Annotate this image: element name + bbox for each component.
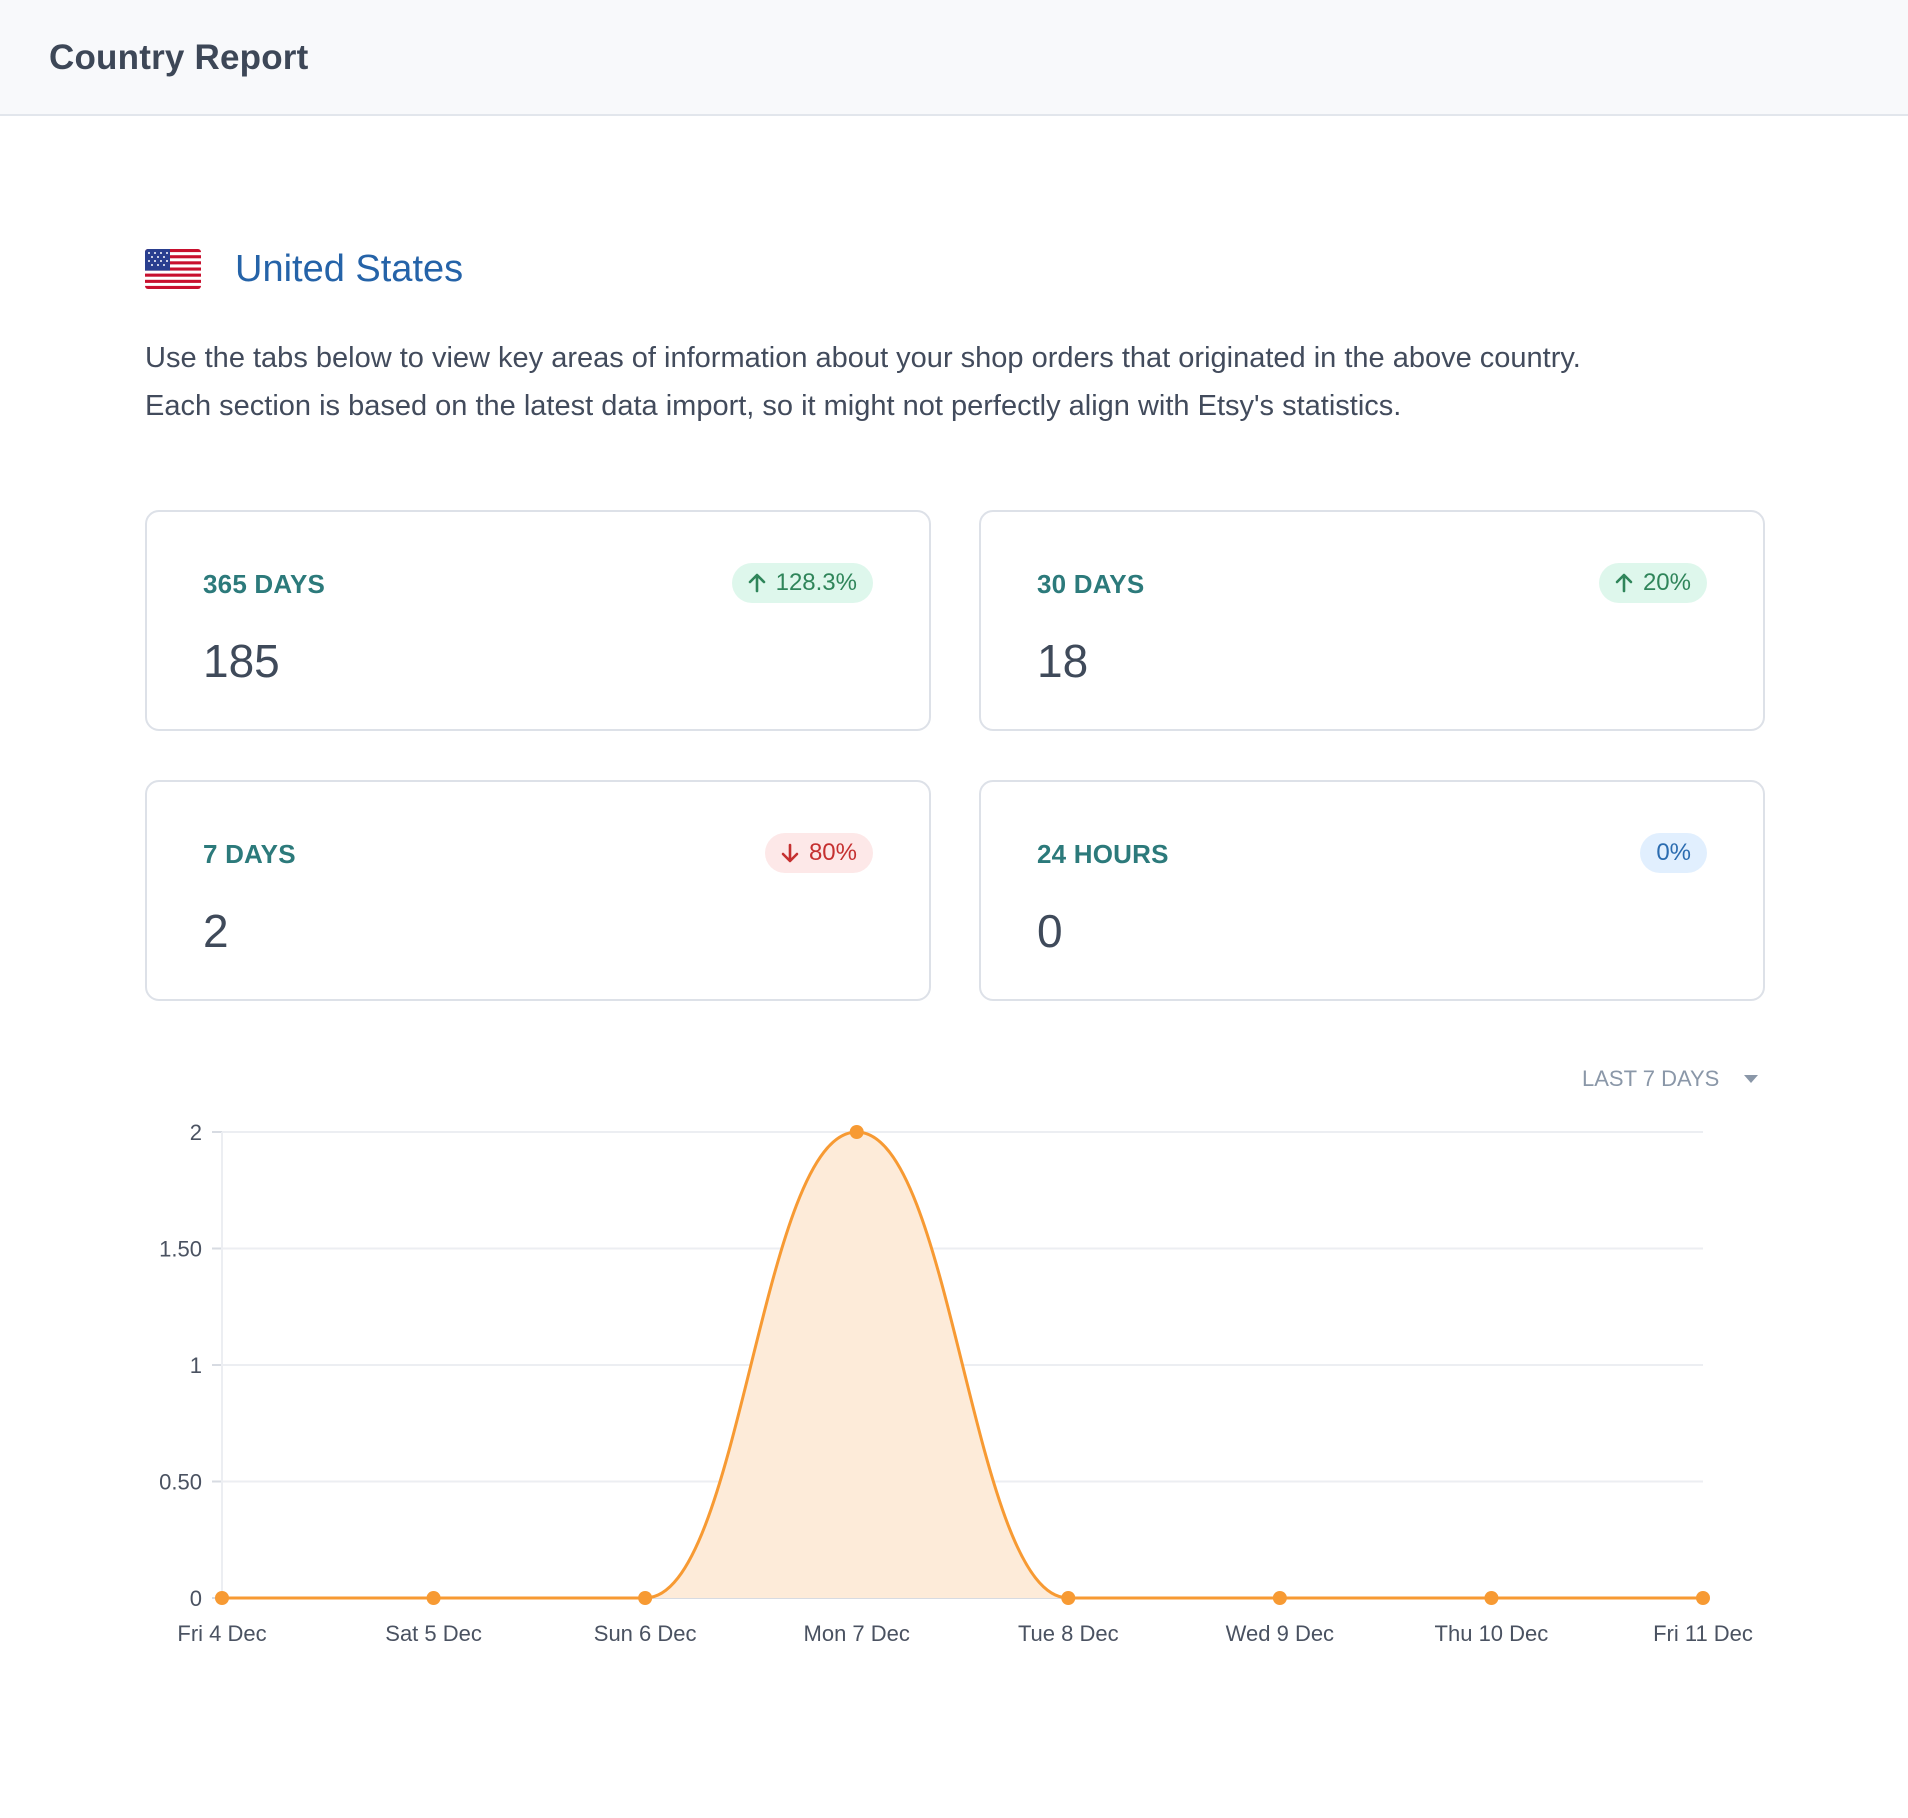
stat-value: 0 bbox=[1037, 905, 1063, 957]
change-badge: 20% bbox=[1598, 563, 1707, 603]
page-title: Country Report bbox=[49, 38, 309, 77]
change-badge: 80% bbox=[764, 833, 873, 873]
page-header: Country Report bbox=[0, 0, 1908, 116]
stat-period: 24 HOURS bbox=[1037, 839, 1169, 869]
stat-value: 185 bbox=[203, 635, 280, 687]
data-point[interactable] bbox=[1696, 1591, 1710, 1605]
stat-card-24-hours: 24 HOURS 0% 0 bbox=[979, 780, 1765, 1001]
range-selector-label: LAST 7 DAYS bbox=[1582, 1066, 1720, 1091]
x-tick-label: Sun 6 Dec bbox=[594, 1621, 697, 1646]
series-line bbox=[221, 1130, 1703, 1600]
data-point[interactable] bbox=[638, 1591, 653, 1605]
intro-line-2: Each section is based on the latest data… bbox=[145, 390, 1402, 422]
change-value: 128.3% bbox=[775, 569, 857, 596]
chart-area bbox=[221, 1130, 1703, 1600]
change-value: 20% bbox=[1642, 569, 1691, 596]
x-tick-label: Mon 7 Dec bbox=[804, 1621, 910, 1646]
x-tick-label: Fri 4 Dec bbox=[177, 1621, 266, 1646]
caret-down-icon bbox=[1744, 1075, 1759, 1083]
change-badge: 0% bbox=[1640, 833, 1707, 873]
arrow-up-icon bbox=[1615, 573, 1633, 593]
change-badge: 128.3% bbox=[731, 563, 873, 603]
stat-card-365-days: 365 DAYS 128.3% 185 bbox=[145, 510, 931, 731]
x-tick-label: Thu 10 Dec bbox=[1435, 1621, 1549, 1646]
change-value: 0% bbox=[1656, 839, 1691, 866]
arrow-up-icon bbox=[748, 573, 765, 593]
intro-line-1: Use the tabs below to view key areas of … bbox=[145, 342, 1581, 374]
data-point[interactable] bbox=[849, 1125, 864, 1139]
stat-card-30-days: 30 DAYS 20% 18 bbox=[979, 510, 1765, 731]
data-point[interactable] bbox=[1484, 1591, 1499, 1605]
country-name-link[interactable]: United States bbox=[235, 247, 464, 290]
x-tick-label: Sat 5 Dec bbox=[385, 1621, 482, 1646]
chart-points bbox=[215, 1125, 1710, 1605]
x-tick-label: Tue 8 Dec bbox=[1018, 1621, 1119, 1646]
x-tick-label: Wed 9 Dec bbox=[1226, 1621, 1334, 1646]
y-tick-label: 1.50 bbox=[159, 1237, 202, 1262]
chart-labels: 0 0.50 1 1.50 2 Fri 4 Dec Sat 5 Dec Sun 6 Dec Mo… bbox=[159, 1120, 1753, 1646]
data-point[interactable] bbox=[1061, 1591, 1076, 1605]
stat-value: 18 bbox=[1037, 635, 1089, 687]
range-selector[interactable]: LAST 7 DAYS bbox=[1582, 1064, 1759, 1094]
stat-value: 2 bbox=[203, 905, 229, 957]
y-tick-label: 1 bbox=[190, 1353, 202, 1378]
data-point[interactable] bbox=[426, 1591, 441, 1605]
stat-period: 7 DAYS bbox=[203, 839, 296, 869]
data-point[interactable] bbox=[215, 1591, 229, 1605]
country-heading: United States bbox=[145, 248, 463, 290]
intro-text: Use the tabs below to view key areas of … bbox=[145, 334, 1785, 430]
y-tick-label: 0.50 bbox=[159, 1470, 202, 1495]
x-tick-label: Fri 11 Dec bbox=[1653, 1621, 1753, 1646]
stat-period: 365 DAYS bbox=[203, 569, 326, 599]
stat-card-7-days: 7 DAYS 80% 2 bbox=[145, 780, 931, 1001]
y-tick-label: 2 bbox=[190, 1120, 202, 1145]
y-tick-label: 0 bbox=[190, 1586, 202, 1611]
data-point[interactable] bbox=[1272, 1591, 1287, 1605]
arrow-down-icon bbox=[781, 843, 799, 863]
us-flag-icon bbox=[145, 249, 201, 289]
change-value: 80% bbox=[808, 839, 857, 866]
stat-period: 30 DAYS bbox=[1037, 569, 1145, 599]
